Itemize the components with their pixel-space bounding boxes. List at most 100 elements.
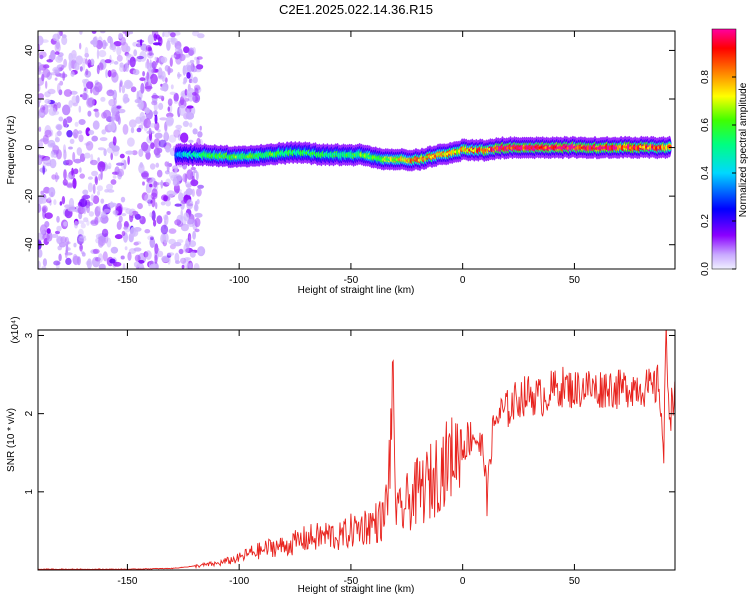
noise-speckle (53, 260, 61, 266)
noise-speckle (65, 243, 69, 254)
noise-speckle (137, 203, 143, 210)
noise-speckle (86, 220, 90, 226)
noise-speckle (51, 110, 60, 116)
noise-speckle (165, 119, 174, 127)
noise-speckle (46, 59, 54, 63)
noise-speckle (190, 166, 196, 171)
spectrogram-x-tick-label: -100 (229, 275, 249, 286)
noise-speckle (40, 190, 45, 195)
noise-speckle (128, 31, 133, 35)
noise-speckle (144, 193, 152, 203)
noise-speckle (126, 137, 135, 147)
noise-speckle (186, 65, 194, 72)
noise-speckle (144, 85, 153, 90)
noise-speckle (87, 182, 93, 193)
noise-speckle (170, 32, 176, 38)
noise-speckle (144, 107, 150, 114)
noise-speckle (175, 260, 180, 264)
noise-speckle (74, 62, 80, 71)
noise-speckle (134, 254, 141, 262)
noise-speckle (49, 158, 57, 169)
snr-axes: -150 -100 -50 0 50 1 2 3 (24, 330, 675, 587)
noise-speckle (186, 218, 196, 228)
noise-speckle (116, 54, 123, 62)
noise-speckle (56, 215, 60, 223)
noise-speckle (177, 128, 182, 132)
noise-speckle (56, 124, 62, 131)
noise-speckle (160, 56, 168, 63)
noise-speckle (158, 102, 164, 110)
noise-speckle (148, 77, 152, 85)
noise-speckle (133, 261, 140, 268)
noise-speckle (193, 203, 199, 212)
noise-speckle (152, 110, 159, 116)
noise-speckle (186, 169, 194, 181)
noise-speckle (77, 130, 83, 135)
snr-y-tick-label: 2 (24, 410, 35, 416)
noise-speckle (150, 236, 154, 241)
noise-speckle (48, 196, 51, 201)
noise-speckle (79, 243, 83, 252)
noise-speckle (92, 248, 100, 254)
noise-speckle (58, 89, 63, 96)
noise-speckle (48, 187, 56, 198)
noise-speckle (97, 253, 104, 263)
noise-speckle (192, 128, 198, 135)
noise-speckle (153, 138, 161, 149)
noise-speckle (113, 114, 120, 122)
noise-speckle (169, 91, 177, 96)
noise-speckle (42, 206, 47, 213)
noise-speckle (174, 203, 182, 207)
noise-speckle (151, 100, 158, 106)
noise-speckle (91, 135, 98, 142)
noise-speckle (149, 212, 153, 218)
noise-speckle (181, 264, 185, 269)
noise-speckle (40, 138, 49, 142)
noise-speckle (135, 43, 142, 48)
noise-speckle (192, 230, 197, 240)
noise-speckle (63, 149, 67, 160)
noise-speckle (120, 36, 126, 46)
noise-speckle (63, 221, 68, 227)
noise-speckle (185, 112, 195, 120)
colorbar-gradient (711, 28, 737, 270)
noise-speckle (118, 215, 123, 223)
noise-speckle (116, 162, 124, 166)
noise-speckle (133, 241, 139, 246)
noise-speckle (84, 46, 89, 57)
noise-speckle (143, 118, 151, 129)
noise-speckle (162, 232, 169, 244)
noise-speckle (58, 116, 64, 122)
noise-speckle (38, 126, 42, 132)
noise-speckle (109, 258, 116, 264)
noise-speckle (128, 119, 137, 128)
noise-speckle (38, 249, 43, 258)
noise-speckle (116, 220, 122, 230)
noise-speckle (96, 185, 103, 192)
noise-speckle (188, 139, 194, 143)
spectrogram-frame (37, 30, 676, 270)
snr-series-line (38, 330, 675, 570)
noise-speckle (189, 122, 193, 128)
noise-speckle (101, 129, 107, 135)
noise-speckle (52, 66, 61, 74)
snr-panel: -150 -100 -50 0 50 1 2 3 Height of straight lin… (6, 316, 676, 595)
noise-speckle (63, 169, 67, 180)
noise-speckle (49, 143, 56, 147)
noise-speckle (57, 102, 61, 109)
spectrogram-marks (38, 31, 672, 269)
noise-speckle (173, 92, 179, 102)
noise-speckle (161, 255, 170, 263)
noise-speckle (98, 263, 106, 269)
noise-speckle (148, 47, 153, 56)
noise-speckle (138, 148, 144, 157)
noise-speckle (50, 50, 56, 61)
snr-y-label: SNR (10 * v/v) (6, 408, 17, 472)
noise-speckle (54, 42, 61, 53)
noise-speckle (122, 93, 129, 104)
noise-speckle (65, 159, 73, 166)
noise-speckle (82, 194, 91, 200)
noise-speckle (103, 149, 107, 156)
noise-speckle (167, 98, 173, 106)
noise-speckle (66, 130, 73, 138)
